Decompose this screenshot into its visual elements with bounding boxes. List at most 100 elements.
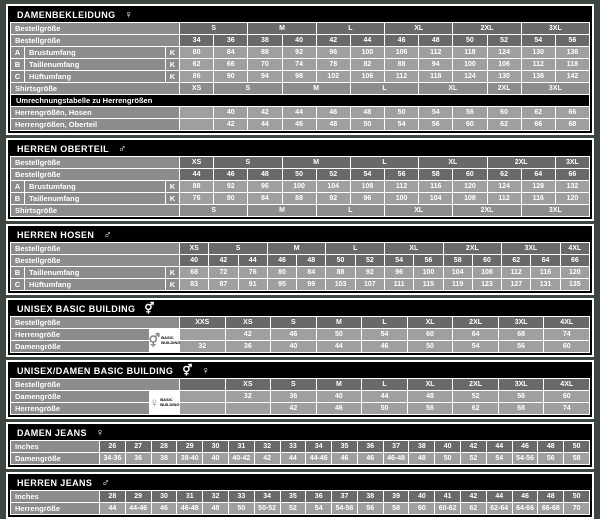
data-cell: 34 [180,35,214,46]
data-cell: XS [225,317,271,328]
table-row: Shirtsgröße XS S M L XL 2XL 3XL [11,83,589,94]
malefemale-icon: ⚥ [182,364,193,377]
row-label: Bestellgröße [11,157,179,168]
data-cell: 60 [544,391,589,402]
data-cell: 56 [498,391,544,402]
data-cell: 39 [383,491,409,502]
section-header: UNISEX/DAMEN BASIC BUILDING ⚥ ♀ [10,364,590,378]
data-cell: 84 [248,193,282,204]
data-cell: 50-52 [254,503,280,514]
data-cell: 3XL [555,157,589,168]
data-cell: 102 [316,71,350,82]
data-cell: 40 [435,441,461,452]
k-cell: K [166,71,179,82]
data-cell: 116 [521,193,555,204]
row-label: Herrengrößen, Oberteil [11,119,179,130]
data-cell: S [214,83,282,94]
data-cell: 31 [177,491,203,502]
data-cell: 50 [326,255,355,266]
section-header: HERREN HOSEN ♂ [10,228,590,242]
data-cell: 38 [357,491,383,502]
data-cell: 127 [502,279,531,290]
data-cell: M [282,157,350,168]
table-row: A Brustumfang K 80 84 88 92 96 100 106 112 118 124 13… [11,47,589,58]
data-cell: 48 [248,169,282,180]
data-cell: 48 [407,391,453,402]
data-cell: 62 [502,255,531,266]
table-row: Bestellgröße XXS XS S M L XL 2XL 3XL 4XL [11,317,589,328]
data-cell: 52 [355,255,384,266]
data-cell: 88 [282,193,316,204]
data-cell: 106 [385,47,419,58]
data-cell: 112 [385,71,419,82]
data-cell: 90 [214,71,248,82]
row-letter-cell: A [11,181,24,192]
data-cell: 42 [248,107,282,118]
data-cell: 123 [472,279,502,290]
section-body: Bestellgröße XS S M L XL 2XL 3XL Bestellgröße 44 4… [10,156,590,217]
data-cell: 50 [435,453,461,464]
data-cell: 37 [332,491,357,502]
data-cell: 42 [461,441,486,452]
section-unisex-damen-basic-building: UNISEX/DAMEN BASIC BUILDING ⚥ ♀ Bestellgröß… [6,360,594,419]
female-icon: ♀ [95,426,105,439]
data-cell: 54-56 [512,453,538,464]
table-row: B Taillenumfang K 62 66 70 74 78 82 88 94 100 106 112… [11,59,589,70]
data-cell: 52 [487,35,521,46]
section-title: HERREN JEANS [17,478,93,488]
data-cell: 54 [350,169,384,180]
row-label: Damengröße [11,391,149,402]
row-label: Taillenumfang [25,193,165,204]
data-cell: 44 [282,107,316,118]
data-cell: 28 [151,441,177,452]
data-cell: 56 [407,403,453,414]
data-cell: 62-64 [486,503,512,514]
data-cell: 44 [238,255,267,266]
data-cell: 107 [355,279,384,290]
row-label: Bestellgröße [11,243,179,254]
data-cell: 120 [560,267,589,278]
section-header: HERREN OBERTEIL ♂ [10,142,590,156]
data-cell: 74 [544,329,589,340]
data-cell: S [271,317,316,328]
data-cell: S [271,379,316,390]
data-cell: S [214,157,282,168]
data-cell: XL [419,157,487,168]
data-cell: 60 [472,255,502,266]
row-label: Shirtsgröße [11,83,179,94]
row-label: Shirtsgröße [11,205,179,216]
data-cell: 130 [487,71,521,82]
data-cell: 116 [419,181,453,192]
data-cell: 3XL [498,317,544,328]
data-cell: 92 [214,181,248,192]
section-title: HERREN HOSEN [17,230,95,240]
data-cell: 4XL [544,317,589,328]
data-cell: 42 [316,35,350,46]
data-cell: 54 [306,503,332,514]
data-cell: 66 [555,169,589,180]
data-cell: 48 [297,255,326,266]
female-icon: ♀ [149,395,160,410]
data-cell: 36 [306,491,332,502]
data-cell: 46 [271,329,316,340]
data-cell: 62 [521,107,555,118]
data-cell: 46 [362,341,407,352]
section-title: UNISEX/DAMEN BASIC BUILDING [17,366,174,376]
data-cell: 88 [248,47,282,58]
data-cell: 142 [555,71,589,82]
data-cell: 36 [125,453,151,464]
section-body: Bestellgröße XS S M L XL 2XL 3XL 4XL Damengröße 32… [10,378,590,415]
data-cell: 96 [350,193,384,204]
section-title: HERREN OBERTEIL [17,144,110,154]
row-letter-cell: B [11,267,24,278]
data-cell: 33 [280,441,306,452]
data-cell: 33 [228,491,254,502]
empty-cell [180,403,225,414]
data-cell: XL [419,83,487,94]
data-cell: 88 [180,181,214,192]
data-cell: 42 [225,329,271,340]
table-row: Bestellgröße 40 42 44 46 48 50 52 54 56 58 60 62 64 66 [11,255,589,266]
table-row: A Brustumfang K 88 92 96 100 104 108 112 116 120 124… [11,181,589,192]
data-cell: 32 [180,341,225,352]
data-cell: XS [180,243,209,254]
